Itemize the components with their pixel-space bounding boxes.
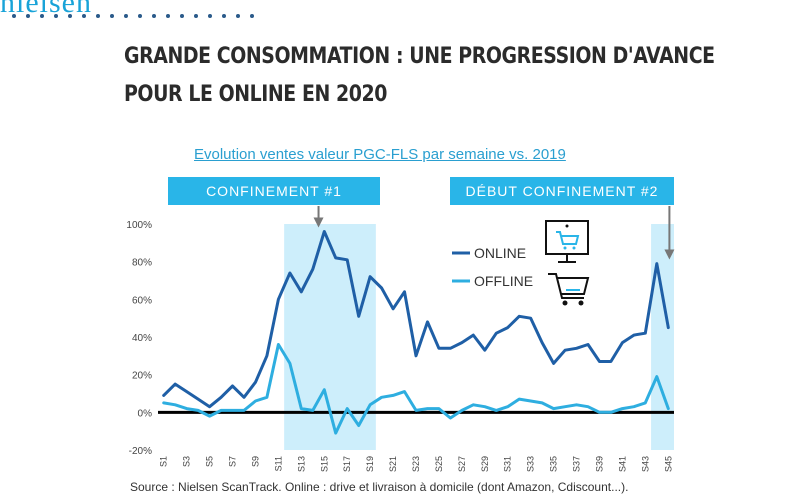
legend-label-offline: OFFLINE [474, 273, 533, 289]
x-tick-label: S17 [342, 456, 352, 472]
x-tick-label: S15 [319, 456, 329, 472]
x-tick-label: S41 [617, 456, 627, 472]
period-label-confinement-1: CONFINEMENT #1 [168, 177, 380, 205]
x-tick-label: S37 [572, 456, 582, 472]
page-title-line1: GRANDE CONSOMMATION : UNE PROGRESSION D'… [124, 44, 715, 69]
x-tick-label: S7 [228, 456, 238, 467]
x-tick-label: S33 [526, 456, 536, 472]
x-tick-label: S13 [296, 456, 306, 472]
shopping-cart-icon [548, 273, 590, 306]
x-tick-label: S29 [480, 456, 490, 472]
arrow-confinement-2-head [664, 249, 675, 260]
x-tick-label: S39 [594, 456, 604, 472]
x-tick-label: S19 [365, 456, 375, 472]
x-tick-label: S5 [205, 456, 215, 467]
y-tick-label: 0% [138, 408, 153, 419]
period-label-confinement-2: DÉBUT CONFINEMENT #2 [450, 177, 674, 205]
y-tick-label: 40% [132, 333, 152, 344]
legend-label-online: ONLINE [474, 245, 526, 261]
x-tick-label: S9 [250, 456, 260, 467]
x-tick-label: S21 [388, 456, 398, 472]
y-tick-label: 80% [132, 258, 152, 269]
page-title: GRANDE CONSOMMATION : UNE PROGRESSION D'… [124, 38, 715, 114]
x-tick-label: S23 [411, 456, 421, 472]
cart-screen-icon [545, 220, 589, 263]
y-tick-label: 60% [132, 295, 152, 306]
chart-title: Evolution ventes valeur PGC-FLS par sema… [194, 146, 566, 163]
series-line-online [162, 230, 670, 409]
x-tick-label: S31 [503, 456, 513, 472]
y-tick-label: -20% [129, 446, 152, 457]
y-tick-label: 20% [132, 371, 152, 382]
x-tick-label: S45 [663, 456, 673, 472]
arrow-confinement-1-head [313, 217, 324, 228]
x-tick-label: S11 [273, 456, 283, 471]
x-tick-label: S1 [159, 456, 169, 467]
source-note: Source : Nielsen ScanTrack. Online : dri… [130, 480, 629, 494]
x-tick-label: S35 [549, 456, 559, 472]
highlight-area-2 [651, 224, 674, 450]
x-tick-label: S27 [457, 456, 467, 472]
series-line-offline [162, 343, 670, 435]
logo-dots [12, 14, 254, 18]
x-tick-label: S25 [434, 456, 444, 472]
y-tick-label: 100% [126, 220, 152, 231]
x-tick-label: S3 [182, 456, 192, 467]
page-title-line2: POUR LE ONLINE EN 2020 [124, 82, 387, 107]
x-tick-label: S43 [640, 456, 650, 472]
